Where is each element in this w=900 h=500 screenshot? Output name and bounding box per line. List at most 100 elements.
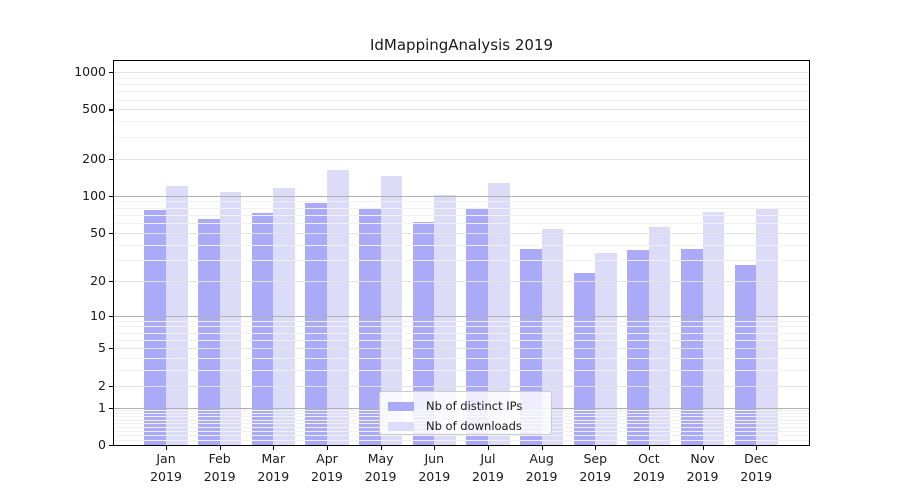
x-tick-mark [166,446,168,450]
gridline [114,385,809,387]
grid-layer [114,61,809,445]
x-tick-label: Jun 2019 [402,450,466,485]
x-tick-mark [487,446,490,450]
x-tick-mark [380,446,382,450]
x-tick-year: 2019 [632,468,665,484]
gridline [114,244,809,246]
x-tick-label: Nov 2019 [671,450,735,485]
gridline [114,207,809,209]
gridline [114,326,809,328]
gridline [114,339,809,341]
gridline [114,99,809,101]
y-tick-label: 50 [90,224,106,240]
legend-item: Nb of distinct IPs [388,396,543,416]
x-tick-label: Mar 2019 [241,450,305,485]
gridline [114,195,809,197]
x-tick-label: Feb 2019 [188,450,252,485]
bar-distinct-ips [198,218,220,445]
y-tick-label: 500 [82,101,106,117]
x-tick-month: May [367,451,394,466]
bar-downloads [541,228,564,445]
bar-distinct-ips [251,213,274,445]
x-tick-mark [595,446,597,450]
x-tick-year: 2019 [311,468,343,484]
x-tick-label: Sep 2019 [563,450,627,485]
gridline [114,201,809,203]
x-tick-month: Sep [583,451,608,466]
y-tick-mark [109,280,113,282]
y-tick-mark [109,385,113,387]
bar-distinct-ips [305,203,327,445]
legend-label: Nb of downloads [426,419,522,433]
x-tick-label: Aug 2019 [510,450,574,485]
gridline [114,259,809,261]
x-tick-mark [326,446,329,450]
bar-downloads [219,191,242,445]
legend-item: Nb of downloads [388,416,543,436]
bar-downloads [487,183,510,445]
y-tick-mark [109,445,113,447]
x-tick-mark [648,446,651,450]
y-tick-mark [109,407,113,409]
bar-downloads [273,188,295,445]
x-tick-year: 2019 [472,468,504,484]
x-tick-mark [541,446,543,450]
gridline [114,332,809,334]
x-tick-mark [219,446,221,450]
y-tick-label: 5 [98,340,106,356]
legend-swatch-distinct-ips [388,401,414,411]
legend-label: Nb of distinct IPs [426,399,523,413]
legend: Nb of distinct IPs Nb of downloads [379,391,552,435]
bar-downloads [702,211,725,445]
x-tick-year: 2019 [203,468,236,484]
bar-distinct-ips [627,250,649,445]
x-tick-month: Jan [156,451,176,466]
gridline [114,232,809,234]
bar-distinct-ips [680,248,703,445]
y-tick-mark [109,71,113,74]
x-tick-mark [434,446,436,450]
gridline [114,320,809,322]
x-tick-month: Dec [744,451,769,466]
gridline [114,435,809,437]
y-tick-label: 1000 [74,63,106,79]
x-tick-mark [702,446,704,450]
y-tick-label: 20 [90,272,106,288]
bar-downloads [326,170,349,445]
x-tick-label: Apr 2019 [295,450,359,485]
x-tick-mark [273,446,275,450]
y-tick-mark [109,195,113,197]
bar-distinct-ips [734,265,757,445]
x-tick-mark [756,446,758,450]
y-tick-label: 200 [82,150,106,166]
y-tick-mark [109,158,113,160]
y-tick-label: 10 [90,307,106,323]
y-tick-mark [109,315,113,317]
y-tick-mark [109,232,113,234]
legend-swatch-downloads [388,421,414,431]
gridline [114,214,809,216]
x-tick-year: 2019 [418,468,451,484]
x-tick-year: 2019 [257,468,290,484]
gridline [114,84,809,85]
bar-downloads [166,185,188,445]
bar-downloads [380,175,403,445]
gridline [114,72,809,73]
x-tick-label: Dec 2019 [724,450,788,485]
x-tick-month: Apr [316,451,338,466]
x-tick-month: Nov [690,451,715,466]
x-tick-year: 2019 [579,468,612,484]
x-tick-month: Aug [529,451,554,466]
x-tick-month: Jun [424,451,445,466]
x-tick-year: 2019 [686,468,719,484]
gridline [114,77,809,79]
x-tick-label: Jul 2019 [456,450,520,485]
x-tick-month: Jul [480,451,496,466]
gridline [114,91,809,93]
gridline [114,223,809,224]
plot-area [113,60,810,446]
x-tick-label: May 2019 [349,450,413,485]
gridline [114,370,809,372]
chart-title: IdMappingAnalysis 2019 [369,36,554,54]
